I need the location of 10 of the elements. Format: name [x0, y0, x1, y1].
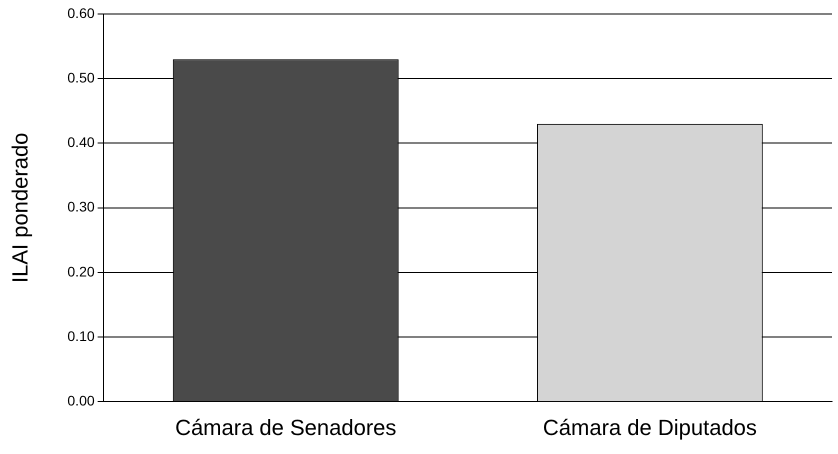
- y-tick-label: 0.40: [67, 134, 95, 150]
- y-tick-label: 0.50: [67, 69, 95, 86]
- y-tick-label: 0.60: [67, 4, 95, 21]
- y-tick-label: 0.30: [67, 198, 95, 215]
- x-tick-label: Cámara de Senadores: [175, 414, 396, 440]
- y-axis-title: ILAI ponderado: [7, 132, 32, 284]
- y-tick-label: 0.20: [67, 263, 95, 280]
- y-tick-label: 0.00: [67, 392, 95, 408]
- x-tick-label: Cámara de Diputados: [542, 414, 757, 440]
- y-tick-label: 0.10: [67, 328, 95, 344]
